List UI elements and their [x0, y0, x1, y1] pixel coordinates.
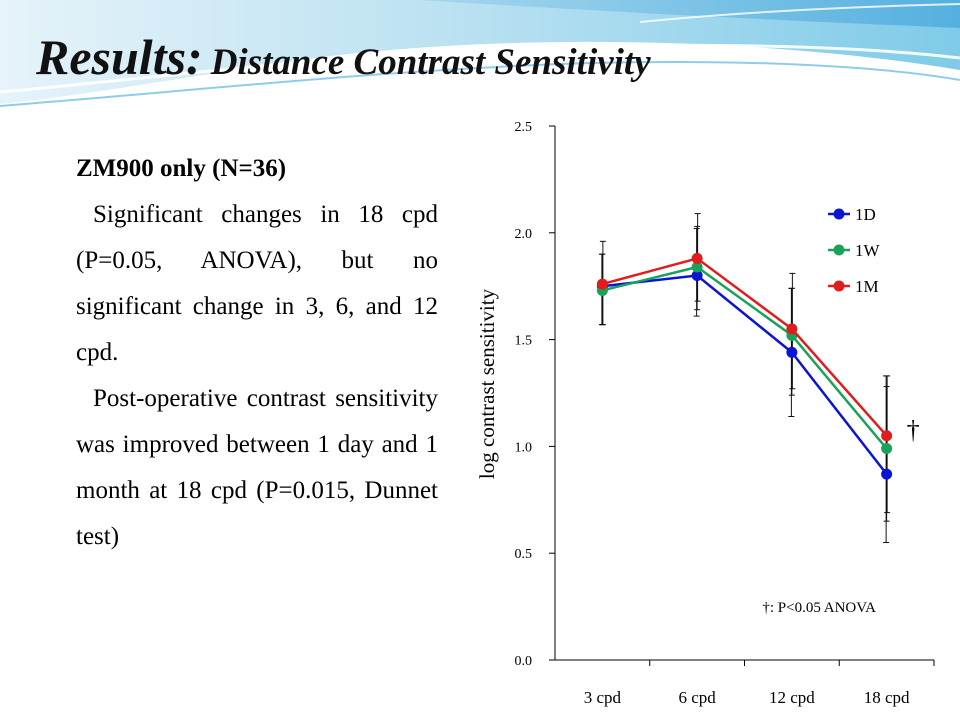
header-wave-decoration	[0, 0, 960, 107]
data-point-1M	[691, 252, 703, 264]
legend-label-1W: 1W	[855, 241, 881, 260]
results-paragraph-2: Post-operative contrast sensitivity was …	[76, 385, 438, 550]
data-point-1M	[786, 323, 798, 335]
slide-title-main: Results:	[36, 29, 203, 85]
results-text: ZM900 only (N=36) Significant changes in…	[76, 146, 438, 560]
series-line-1W	[602, 265, 888, 450]
slide-title-sub: Distance Contrast Sensitivity	[210, 42, 651, 83]
data-point-1W	[691, 261, 703, 273]
x-tick-label: 12 cpd	[769, 688, 815, 707]
contrast-sensitivity-chart: 0.0 0.5 1.0 1.5 2.0 2.5 3 cpd 6 cpd 12 cpd 18 cpd…	[475, 120, 935, 707]
legend-marker-1M	[833, 280, 845, 292]
series-line-1D	[602, 274, 888, 475]
x-tick-label: 18 cpd	[864, 688, 910, 707]
legend-label-1D: 1D	[855, 205, 876, 224]
results-subhead: ZM900 only (N=36)	[76, 155, 287, 182]
legend-marker-1W	[833, 244, 845, 256]
x-tick-label: 3 cpd	[584, 688, 622, 707]
series-line-1M	[602, 257, 888, 437]
y-tick-label: 1.5	[515, 334, 533, 349]
y-tick-label: 2.0	[515, 227, 533, 242]
data-point-1D	[881, 468, 893, 480]
slide-title: Results: Distance Contrast Sensitivity	[36, 28, 651, 86]
legend-label-1M: 1M	[855, 277, 879, 296]
significance-marker: †	[907, 416, 920, 445]
y-tick-label: 0.5	[515, 547, 533, 562]
data-point-1M	[596, 278, 608, 290]
y-axis-label: log contrast sensitivity	[475, 288, 499, 479]
y-tick-label: 0.0	[515, 654, 533, 669]
data-point-1M	[881, 430, 893, 442]
data-point-1D	[786, 346, 798, 358]
data-point-1D	[691, 270, 703, 282]
results-paragraph-1: Significant changes in 18 cpd (P=0.05, A…	[76, 201, 438, 366]
legend-marker-1D	[833, 208, 845, 220]
y-tick-label: 2.5	[515, 120, 533, 135]
y-tick-label: 1.0	[515, 440, 533, 455]
x-tick-label: 6 cpd	[678, 688, 716, 707]
data-point-1W	[881, 443, 893, 455]
significance-footnote: †: P<0.05 ANOVA	[762, 600, 876, 616]
